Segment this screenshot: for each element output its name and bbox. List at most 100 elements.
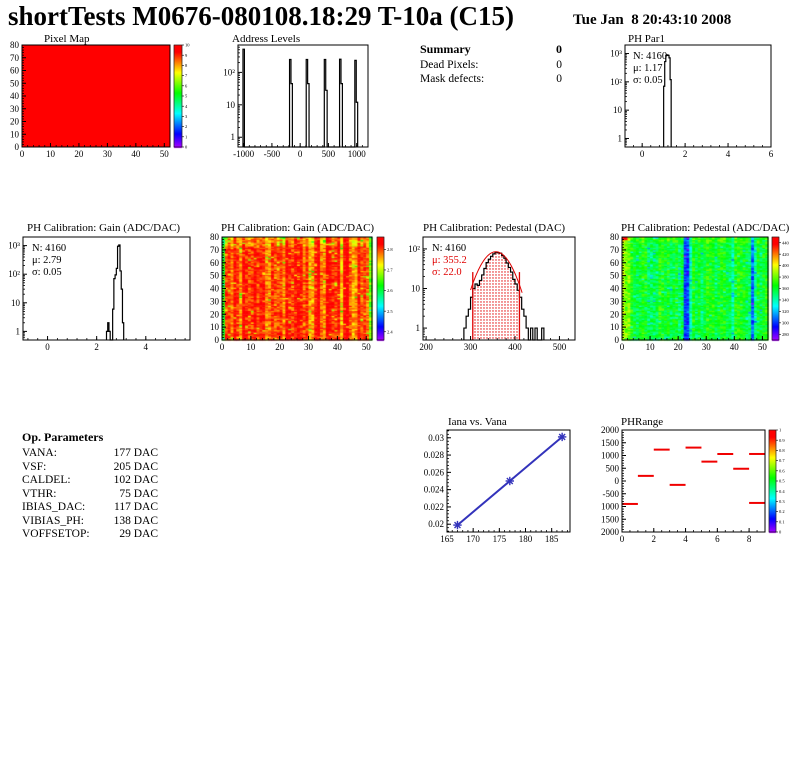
info-row-label: Mask defects:	[420, 72, 485, 85]
svg-text:2: 2	[94, 342, 99, 352]
ph-par1-title: PH Par1	[628, 33, 665, 45]
svg-text:50: 50	[10, 78, 20, 88]
svg-text:40: 40	[210, 284, 220, 294]
svg-text:0: 0	[185, 145, 188, 150]
info-row: VTHR: 75 DAC	[22, 488, 158, 502]
svg-text:1: 1	[618, 133, 623, 143]
svg-text:0: 0	[15, 142, 20, 152]
svg-text:20: 20	[275, 342, 285, 352]
svg-text:4: 4	[683, 534, 688, 544]
svg-text:360: 360	[782, 286, 790, 291]
svg-text:10: 10	[185, 43, 190, 48]
svg-text:10: 10	[246, 342, 256, 352]
info-row-label: VIBIAS_PH:	[22, 514, 84, 527]
svg-text:2.6: 2.6	[387, 288, 393, 293]
svg-text:30: 30	[610, 296, 620, 306]
svg-text:20: 20	[74, 149, 84, 159]
svg-text:2.7: 2.7	[387, 268, 393, 273]
info-row-value: 205 DAC	[113, 460, 158, 473]
svg-text:60: 60	[610, 258, 620, 268]
svg-text:40: 40	[730, 342, 740, 352]
svg-text:1000: 1000	[601, 451, 620, 461]
svg-text:0.8: 0.8	[779, 448, 785, 453]
pedestal-map-chart: PH Calibration: Pedestal (ADC/DAC) 28030…	[608, 220, 796, 360]
summary-block: Summary 0 Dead Pixels: 0 Mask defects: 0	[420, 42, 562, 86]
svg-text:10: 10	[11, 298, 21, 308]
svg-text:10²: 10²	[408, 244, 420, 254]
info-row: VSF: 205 DAC	[22, 461, 158, 475]
svg-text:2: 2	[185, 124, 187, 129]
info-row: Mask defects: 0	[420, 73, 562, 87]
svg-text:2000: 2000	[601, 425, 620, 435]
svg-text:8: 8	[747, 534, 752, 544]
svg-text:0.4: 0.4	[779, 489, 785, 494]
svg-text:50: 50	[610, 271, 620, 281]
svg-text:0: 0	[215, 335, 220, 345]
svg-text:σ: 22.0: σ: 22.0	[432, 267, 462, 278]
svg-text:10: 10	[210, 322, 220, 332]
svg-text:70: 70	[210, 245, 220, 255]
svg-text:175: 175	[493, 534, 507, 544]
op-parameters-rows: VANA: 177 DAC VSF: 205 DAC CALDEL: 102 DAC VTH…	[22, 447, 158, 542]
info-row-label: Dead Pixels:	[420, 59, 479, 71]
iana-vs-vana-chart: Iana vs. Vana 165 170 175 180 185 0.02 0.022 0.…	[408, 413, 608, 553]
svg-text:50: 50	[160, 149, 170, 159]
svg-text:40: 40	[131, 149, 141, 159]
iana-vs-vana-title: Iana vs. Vana	[448, 416, 507, 428]
timestamp: Tue Jan 8 20:43:10 2008	[573, 12, 732, 28]
op-parameters-heading: Op. Parameters	[22, 430, 158, 445]
svg-text:300: 300	[782, 320, 790, 325]
ph-range-plot: 0 0.1 0.2 0.3 0.4 0.5 0.6 0.7 0.8 0.9 1 0 2 4 6 8 2000 15…	[601, 425, 785, 544]
svg-text:50: 50	[362, 342, 372, 352]
info-row-value: 138 DAC	[113, 514, 158, 527]
info-row: VIBIAS_PH: 138 DAC	[22, 515, 158, 529]
svg-text:50: 50	[210, 271, 220, 281]
svg-text:2.4: 2.4	[387, 329, 393, 334]
pedestal-map-heatmap-canvas	[608, 220, 796, 360]
info-row-value: 117 DAC	[114, 501, 158, 513]
svg-text:0: 0	[779, 530, 782, 535]
svg-text:2000: 2000	[601, 527, 620, 537]
pedestal-histogram-title: PH Calibration: Pedestal (DAC)	[423, 222, 566, 234]
svg-text:80: 80	[10, 40, 20, 50]
svg-text:40: 40	[333, 342, 343, 352]
svg-text:500: 500	[322, 149, 336, 159]
info-row-value: 0	[556, 72, 562, 85]
svg-text:0.02: 0.02	[428, 519, 444, 529]
svg-text:N: 4160: N: 4160	[633, 51, 667, 62]
svg-text:0: 0	[615, 476, 620, 486]
svg-text:10²: 10²	[8, 269, 20, 279]
svg-text:6: 6	[715, 534, 720, 544]
svg-text:N: 4160: N: 4160	[32, 243, 66, 254]
svg-text:60: 60	[210, 258, 220, 268]
svg-text:320: 320	[782, 309, 790, 314]
svg-text:10: 10	[10, 129, 20, 139]
svg-text:4: 4	[185, 104, 188, 109]
info-row-label: VTHR:	[22, 487, 57, 500]
iana-vs-vana-plot: 165 170 175 180 185 0.02 0.022 0.024 0.026 0.028 0…	[424, 429, 571, 544]
svg-text:0.026: 0.026	[424, 467, 445, 477]
info-row-label: CALDEL:	[22, 474, 71, 486]
svg-text:6: 6	[185, 83, 188, 88]
address-levels-chart: Address Levels -1000 -500 0 500 1000 1 10 10²	[208, 33, 408, 173]
summary-heading: Summary 0	[420, 42, 562, 57]
svg-text:10: 10	[610, 322, 620, 332]
svg-text:0.9: 0.9	[779, 438, 785, 443]
svg-text:400: 400	[508, 342, 522, 352]
svg-text:10: 10	[646, 342, 656, 352]
svg-text:1500: 1500	[601, 514, 620, 524]
svg-text:10: 10	[613, 105, 623, 115]
svg-text:0: 0	[20, 149, 25, 159]
svg-text:2.5: 2.5	[387, 309, 393, 314]
svg-text:80: 80	[210, 232, 220, 242]
svg-text:1500: 1500	[601, 438, 620, 448]
svg-text:380: 380	[782, 275, 790, 280]
svg-text:1000: 1000	[601, 502, 620, 512]
svg-text:7: 7	[185, 73, 188, 78]
svg-text:30: 30	[702, 342, 712, 352]
gain-histogram-chart: PH Calibration: Gain (ADC/DAC) 0 2 4 1 10 10²…	[8, 220, 208, 360]
svg-text:9: 9	[185, 53, 188, 58]
address-levels-title: Address Levels	[232, 33, 301, 45]
